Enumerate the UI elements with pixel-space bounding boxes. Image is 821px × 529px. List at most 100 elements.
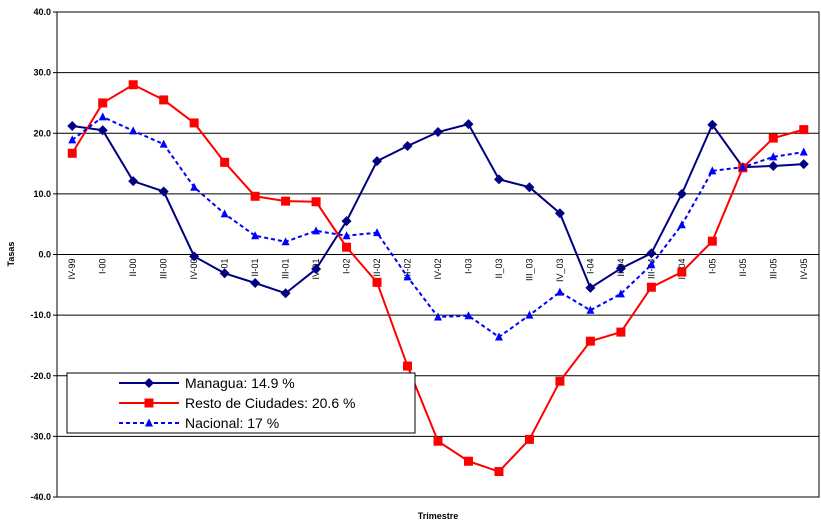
point bbox=[615, 263, 626, 274]
x-tick-label: II-00 bbox=[128, 259, 138, 277]
point bbox=[219, 268, 230, 279]
x-tick-label: III-05 bbox=[768, 259, 778, 280]
point bbox=[281, 196, 291, 206]
x-tick-label: III-04 bbox=[646, 259, 656, 280]
point bbox=[616, 289, 625, 298]
point bbox=[67, 148, 77, 158]
y-tick-label: -10.0 bbox=[30, 310, 51, 320]
point bbox=[646, 282, 656, 292]
point bbox=[493, 174, 504, 185]
point bbox=[342, 231, 351, 240]
x-tick-label: I-04 bbox=[585, 259, 595, 275]
point bbox=[768, 133, 778, 143]
legend-marker bbox=[144, 398, 154, 408]
point bbox=[433, 436, 443, 446]
point bbox=[251, 231, 260, 240]
y-tick-label: 40.0 bbox=[33, 7, 51, 17]
point bbox=[647, 260, 656, 269]
point bbox=[524, 182, 535, 193]
legend-label: Nacional: 17 % bbox=[185, 415, 279, 431]
point bbox=[68, 135, 77, 144]
point bbox=[494, 467, 504, 477]
y-tick-label: -30.0 bbox=[30, 431, 51, 441]
point bbox=[312, 226, 321, 235]
point bbox=[403, 272, 412, 281]
x-tick-label: I-05 bbox=[707, 259, 717, 275]
point bbox=[524, 434, 534, 444]
point bbox=[586, 305, 595, 314]
series bbox=[67, 80, 809, 477]
x-tick-label: III-01 bbox=[281, 259, 291, 280]
point bbox=[554, 208, 565, 219]
point bbox=[677, 267, 687, 277]
point bbox=[798, 159, 809, 170]
point bbox=[250, 277, 261, 288]
point bbox=[129, 126, 138, 135]
point bbox=[769, 152, 778, 161]
legend-marker bbox=[144, 378, 154, 388]
point bbox=[555, 287, 564, 296]
x-tick-label: III_03 bbox=[524, 259, 534, 282]
point bbox=[342, 242, 352, 252]
point bbox=[525, 310, 534, 319]
series bbox=[67, 119, 809, 299]
point bbox=[463, 456, 473, 466]
x-tick-label: II_03 bbox=[494, 258, 504, 278]
point bbox=[434, 312, 442, 321]
point bbox=[311, 197, 321, 207]
y-tick-label: -40.0 bbox=[30, 492, 51, 502]
point bbox=[189, 251, 200, 262]
y-tick-label: 10.0 bbox=[33, 189, 51, 199]
y-tick-label: 20.0 bbox=[33, 128, 51, 138]
point bbox=[158, 186, 169, 197]
point bbox=[402, 140, 413, 151]
point bbox=[373, 228, 382, 237]
y-axis-title: Tasas bbox=[6, 242, 16, 267]
x-tick-label: I-03 bbox=[463, 259, 473, 275]
point bbox=[738, 162, 747, 171]
x-tick-label: III-00 bbox=[159, 259, 169, 280]
legend-marker bbox=[145, 418, 153, 427]
x-tick-label: II-02 bbox=[372, 259, 382, 277]
point bbox=[646, 248, 657, 259]
x-tick-label: II-01 bbox=[250, 259, 260, 277]
series-line bbox=[71, 115, 804, 339]
y-tick-label: 30.0 bbox=[33, 68, 51, 78]
point bbox=[97, 125, 108, 136]
plot-border bbox=[56, 11, 820, 498]
point bbox=[463, 119, 474, 130]
x-tick-label: III-02 bbox=[403, 259, 413, 280]
point bbox=[190, 182, 199, 191]
point bbox=[555, 376, 565, 386]
point bbox=[768, 160, 779, 171]
point bbox=[159, 139, 168, 148]
point bbox=[677, 220, 686, 229]
point bbox=[616, 327, 626, 337]
point bbox=[433, 127, 443, 138]
legend-label: Managua: 14.9 % bbox=[185, 375, 295, 391]
point bbox=[585, 336, 595, 346]
x-tick-label: I-00 bbox=[98, 259, 108, 275]
point bbox=[128, 176, 139, 187]
point bbox=[372, 156, 383, 167]
point bbox=[159, 95, 169, 105]
y-tick-label: 0.0 bbox=[38, 250, 51, 260]
x-tick-label: IV-02 bbox=[433, 259, 443, 280]
x-tick-label: IV-05 bbox=[799, 259, 809, 280]
series bbox=[68, 112, 808, 341]
point bbox=[708, 166, 717, 175]
point bbox=[67, 120, 78, 131]
point bbox=[220, 209, 229, 218]
y-tick-label: -20.0 bbox=[30, 371, 51, 381]
point bbox=[311, 264, 322, 275]
point bbox=[281, 237, 290, 246]
x-tick-label: IV_03 bbox=[555, 259, 565, 283]
x-tick-label: IV-99 bbox=[67, 259, 77, 280]
point bbox=[464, 311, 473, 320]
point bbox=[799, 147, 808, 156]
point bbox=[585, 282, 596, 293]
x-tick-label: I-02 bbox=[342, 259, 352, 275]
point bbox=[128, 80, 138, 90]
x-tick-label: IV-00 bbox=[189, 259, 199, 280]
